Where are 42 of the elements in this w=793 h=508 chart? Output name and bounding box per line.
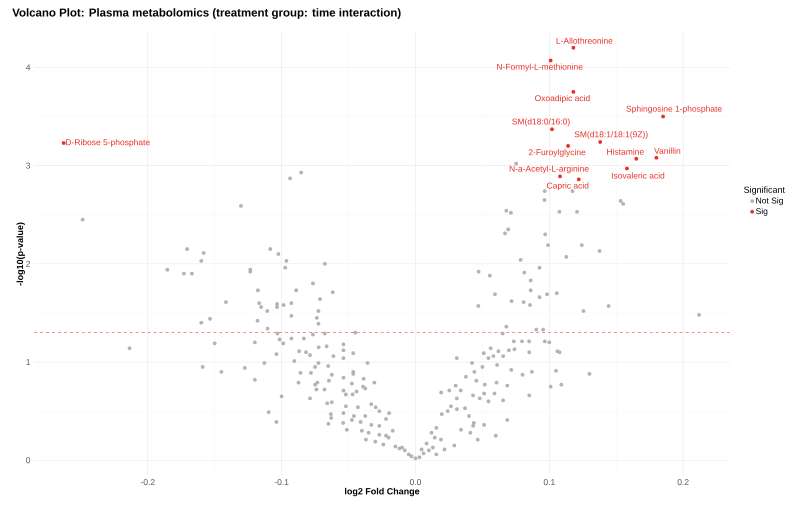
y-tick-label: 0 — [26, 457, 30, 464]
point — [566, 144, 570, 148]
x-tick-label: 0.0 — [410, 479, 422, 486]
point — [634, 156, 638, 161]
point — [62, 141, 66, 145]
chart-title: Volcano Plot: Plasma metabolomics (treatment group: time interaction) — [12, 8, 401, 19]
annotation: SM(d18:0/16:0) — [512, 118, 570, 126]
point — [661, 114, 665, 118]
point — [576, 177, 581, 182]
point — [548, 58, 553, 62]
x-tick-label: 0.2 — [678, 479, 689, 486]
y-tick-label: 3 — [26, 162, 30, 169]
point — [572, 46, 576, 50]
y-tick-label: 1 — [26, 359, 30, 365]
point — [625, 166, 629, 170]
annotation: Capric acid — [547, 182, 588, 190]
annotation: Histamine — [607, 148, 644, 155]
x-tick-label: -0.2 — [140, 479, 155, 486]
y-axis-title: -log10(p-value) — [16, 222, 25, 286]
annotation: 2-Furoylglycine — [528, 148, 586, 157]
annotation: Vanillin — [654, 148, 680, 154]
point — [558, 174, 562, 178]
point — [572, 90, 576, 94]
annotation: D-Ribose 5-phosphate — [66, 139, 150, 147]
annotation: L-Allothreonine — [556, 38, 612, 44]
annotation: SM(d18:1/18:1(9Z)) — [574, 131, 648, 139]
x-axis-title: log2 Fold Change — [345, 488, 420, 496]
annotation: N-Formyl-L-methionine — [497, 64, 583, 72]
x-tick-label: -0.1 — [274, 479, 289, 486]
annotation: Sphingosine 1-phosphate — [626, 106, 722, 114]
x-tick-label: 0.1 — [544, 479, 555, 486]
point — [654, 156, 658, 160]
legend-label: Sig — [756, 208, 768, 216]
y-tick-label: 2 — [26, 260, 30, 267]
legend-title: Significant — [744, 186, 785, 195]
annotation: N-a-Acetyl-L-arginine — [510, 165, 589, 174]
point — [550, 127, 554, 132]
point — [598, 140, 602, 144]
annotation: Isovaleric acid — [612, 172, 664, 179]
legend-label: Not Sig — [756, 197, 783, 206]
y-tick-label: 4 — [26, 64, 30, 70]
annotation: Oxoadipic acid — [535, 94, 590, 103]
